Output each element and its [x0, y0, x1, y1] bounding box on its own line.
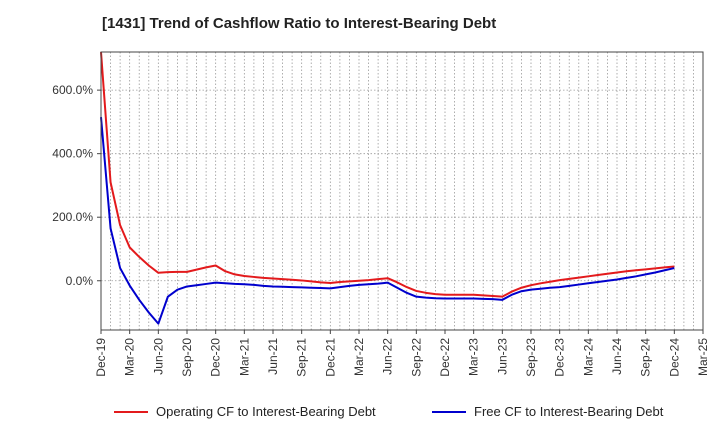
x-tick-label: Sep-23: [524, 338, 538, 377]
x-tick-label: Mar-20: [123, 338, 137, 376]
y-tick-label: 600.0%: [52, 83, 93, 97]
legend-item-operating-cf: Operating CF to Interest-Bearing Debt: [114, 404, 376, 419]
legend-swatch-operating-cf: [114, 410, 148, 413]
series-line-free-cf: [100, 117, 675, 325]
legend: Operating CF to Interest-Bearing Debt Fr…: [0, 404, 720, 426]
x-tick-label: Mar-24: [581, 338, 595, 376]
x-tick-label: Sep-22: [409, 338, 423, 377]
x-tick-label: Dec-23: [553, 338, 567, 377]
y-tick-label: 400.0%: [52, 147, 93, 161]
x-tick-label: Dec-19: [94, 338, 108, 377]
legend-label-operating-cf: Operating CF to Interest-Bearing Debt: [156, 404, 376, 419]
legend-label-free-cf: Free CF to Interest-Bearing Debt: [474, 404, 664, 419]
x-tick-label: Dec-21: [323, 338, 337, 377]
x-tick-label: Dec-20: [209, 338, 223, 377]
x-tick-label: Jun-24: [610, 338, 624, 375]
x-tick-label: Jun-22: [381, 338, 395, 375]
x-tick-label: Dec-24: [667, 338, 681, 377]
x-tick-label: Mar-23: [467, 338, 481, 376]
x-tick-label: Sep-21: [295, 338, 309, 377]
x-tick-label: Mar-25: [696, 338, 710, 376]
series-line-operating-cf: [100, 51, 675, 298]
y-tick-label: 0.0%: [66, 274, 94, 288]
x-tick-label: Mar-22: [352, 338, 366, 376]
x-tick-label: Jun-20: [151, 338, 165, 375]
legend-item-free-cf: Free CF to Interest-Bearing Debt: [432, 404, 663, 419]
x-tick-label: Sep-24: [639, 338, 653, 377]
x-tick-label: Mar-21: [237, 338, 251, 376]
x-tick-label: Sep-20: [180, 338, 194, 377]
x-tick-label: Jun-21: [266, 338, 280, 375]
chart-title: [1431] Trend of Cashflow Ratio to Intere…: [102, 15, 497, 32]
y-tick-label: 200.0%: [52, 210, 93, 224]
x-tick-label: Jun-23: [495, 338, 509, 375]
x-tick-label: Dec-22: [438, 338, 452, 377]
legend-swatch-free-cf: [432, 410, 466, 413]
